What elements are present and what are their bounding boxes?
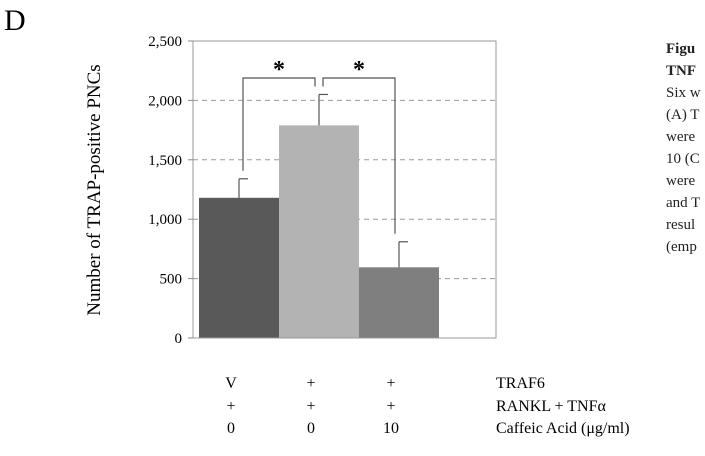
bar — [359, 267, 439, 338]
condition-label: TRAF6 — [496, 375, 545, 392]
gridlines — [193, 99, 496, 280]
y-tick-label: 2,000 — [148, 93, 182, 109]
caption-line: (emp — [666, 239, 697, 255]
y-tick-label: 500 — [160, 272, 183, 288]
condition-value: + — [386, 398, 395, 415]
caption-line: and T — [666, 195, 701, 211]
y-tick-label: 1,000 — [148, 212, 182, 228]
y-axis: 0 500 1,000 1,500 2,000 2,500 — [148, 34, 193, 347]
significance-marker: * — [353, 57, 365, 83]
caption-line: were — [666, 129, 696, 145]
caption-line: resul — [666, 217, 696, 233]
condition-value: + — [306, 398, 315, 415]
condition-value: 10 — [383, 420, 399, 437]
condition-value: + — [386, 375, 395, 392]
condition-value: + — [226, 398, 235, 415]
condition-value: + — [306, 375, 315, 392]
plot-frame — [192, 40, 497, 339]
bar — [279, 125, 359, 339]
significance-bracket — [242, 77, 316, 171]
y-tick-label: 1,500 — [148, 153, 182, 169]
bars — [199, 125, 439, 339]
condition-value: 0 — [307, 420, 315, 437]
condition-label: Caffeic Acid (μg/ml) — [496, 420, 630, 437]
significance-marker: * — [273, 57, 285, 83]
panel-label: D — [4, 4, 26, 37]
condition-value: 0 — [227, 420, 235, 437]
caption-line: (A) T — [666, 107, 700, 123]
bar — [199, 197, 279, 338]
caption-line: 10 (C — [666, 151, 700, 167]
caption-line: Six w — [666, 85, 701, 101]
y-axis-label: Number of TRAP-positive PNCs — [84, 64, 105, 315]
significance-bracket — [322, 77, 396, 234]
figure-caption-partial: Figu TNF Six w (A) T were 10 (C were and… — [666, 38, 705, 258]
y-tick-label: 0 — [175, 331, 183, 347]
significance-brackets: * * — [242, 57, 396, 234]
caption-line: were — [666, 173, 696, 189]
error-bars — [238, 93, 408, 268]
condition-table: V + + TRAF6 + + + RANKL + TNFα 0 0 10 Caffeic Acid … — [225, 375, 629, 437]
condition-label: RANKL + TNFα — [496, 398, 606, 415]
caption-line: Figu — [666, 41, 696, 57]
caption-line: TNF — [666, 63, 696, 79]
condition-value: V — [225, 375, 237, 392]
y-tick-label: 2,500 — [148, 34, 182, 50]
